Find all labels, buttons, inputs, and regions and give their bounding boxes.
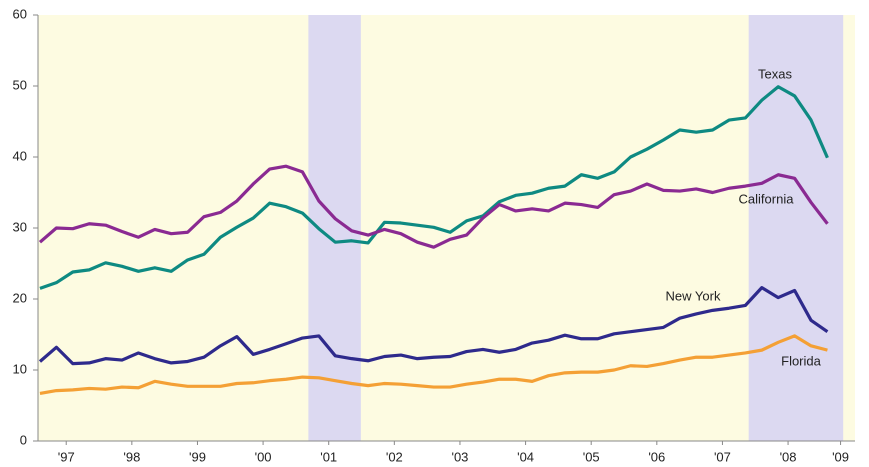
series-label: Texas	[758, 66, 792, 81]
x-tick-label: '01	[320, 449, 337, 464]
x-tick-label: '02	[386, 449, 403, 464]
recession-band	[748, 15, 844, 441]
y-tick-label: 30	[13, 219, 27, 234]
series-label: California	[739, 191, 795, 206]
x-tick-label: '08	[780, 449, 797, 464]
x-tick-label: '06	[648, 449, 665, 464]
plot-background	[38, 15, 855, 441]
x-tick-label: '09	[832, 449, 849, 464]
y-tick-label: 10	[13, 361, 27, 376]
y-tick-label: 40	[13, 148, 27, 163]
y-tick-label: 20	[13, 290, 27, 305]
x-tick-label: '99	[189, 449, 206, 464]
series-line	[39, 334, 828, 396]
series-line	[38, 286, 829, 366]
series-line	[39, 85, 829, 290]
y-tick-label: 60	[13, 6, 27, 21]
x-tick-label: '03	[451, 449, 468, 464]
y-tick-label: 50	[13, 77, 27, 92]
x-tick-label: '97	[58, 449, 75, 464]
x-tick-label: '04	[517, 449, 534, 464]
series-label: New York	[666, 288, 721, 303]
x-tick-label: '00	[255, 449, 272, 464]
series-label: Florida	[781, 353, 822, 368]
x-tick-label: '05	[583, 449, 600, 464]
y-tick-label: 0	[20, 432, 27, 447]
x-tick-label: '07	[714, 449, 731, 464]
x-tick-label: '98	[123, 449, 140, 464]
series-line	[38, 164, 829, 249]
